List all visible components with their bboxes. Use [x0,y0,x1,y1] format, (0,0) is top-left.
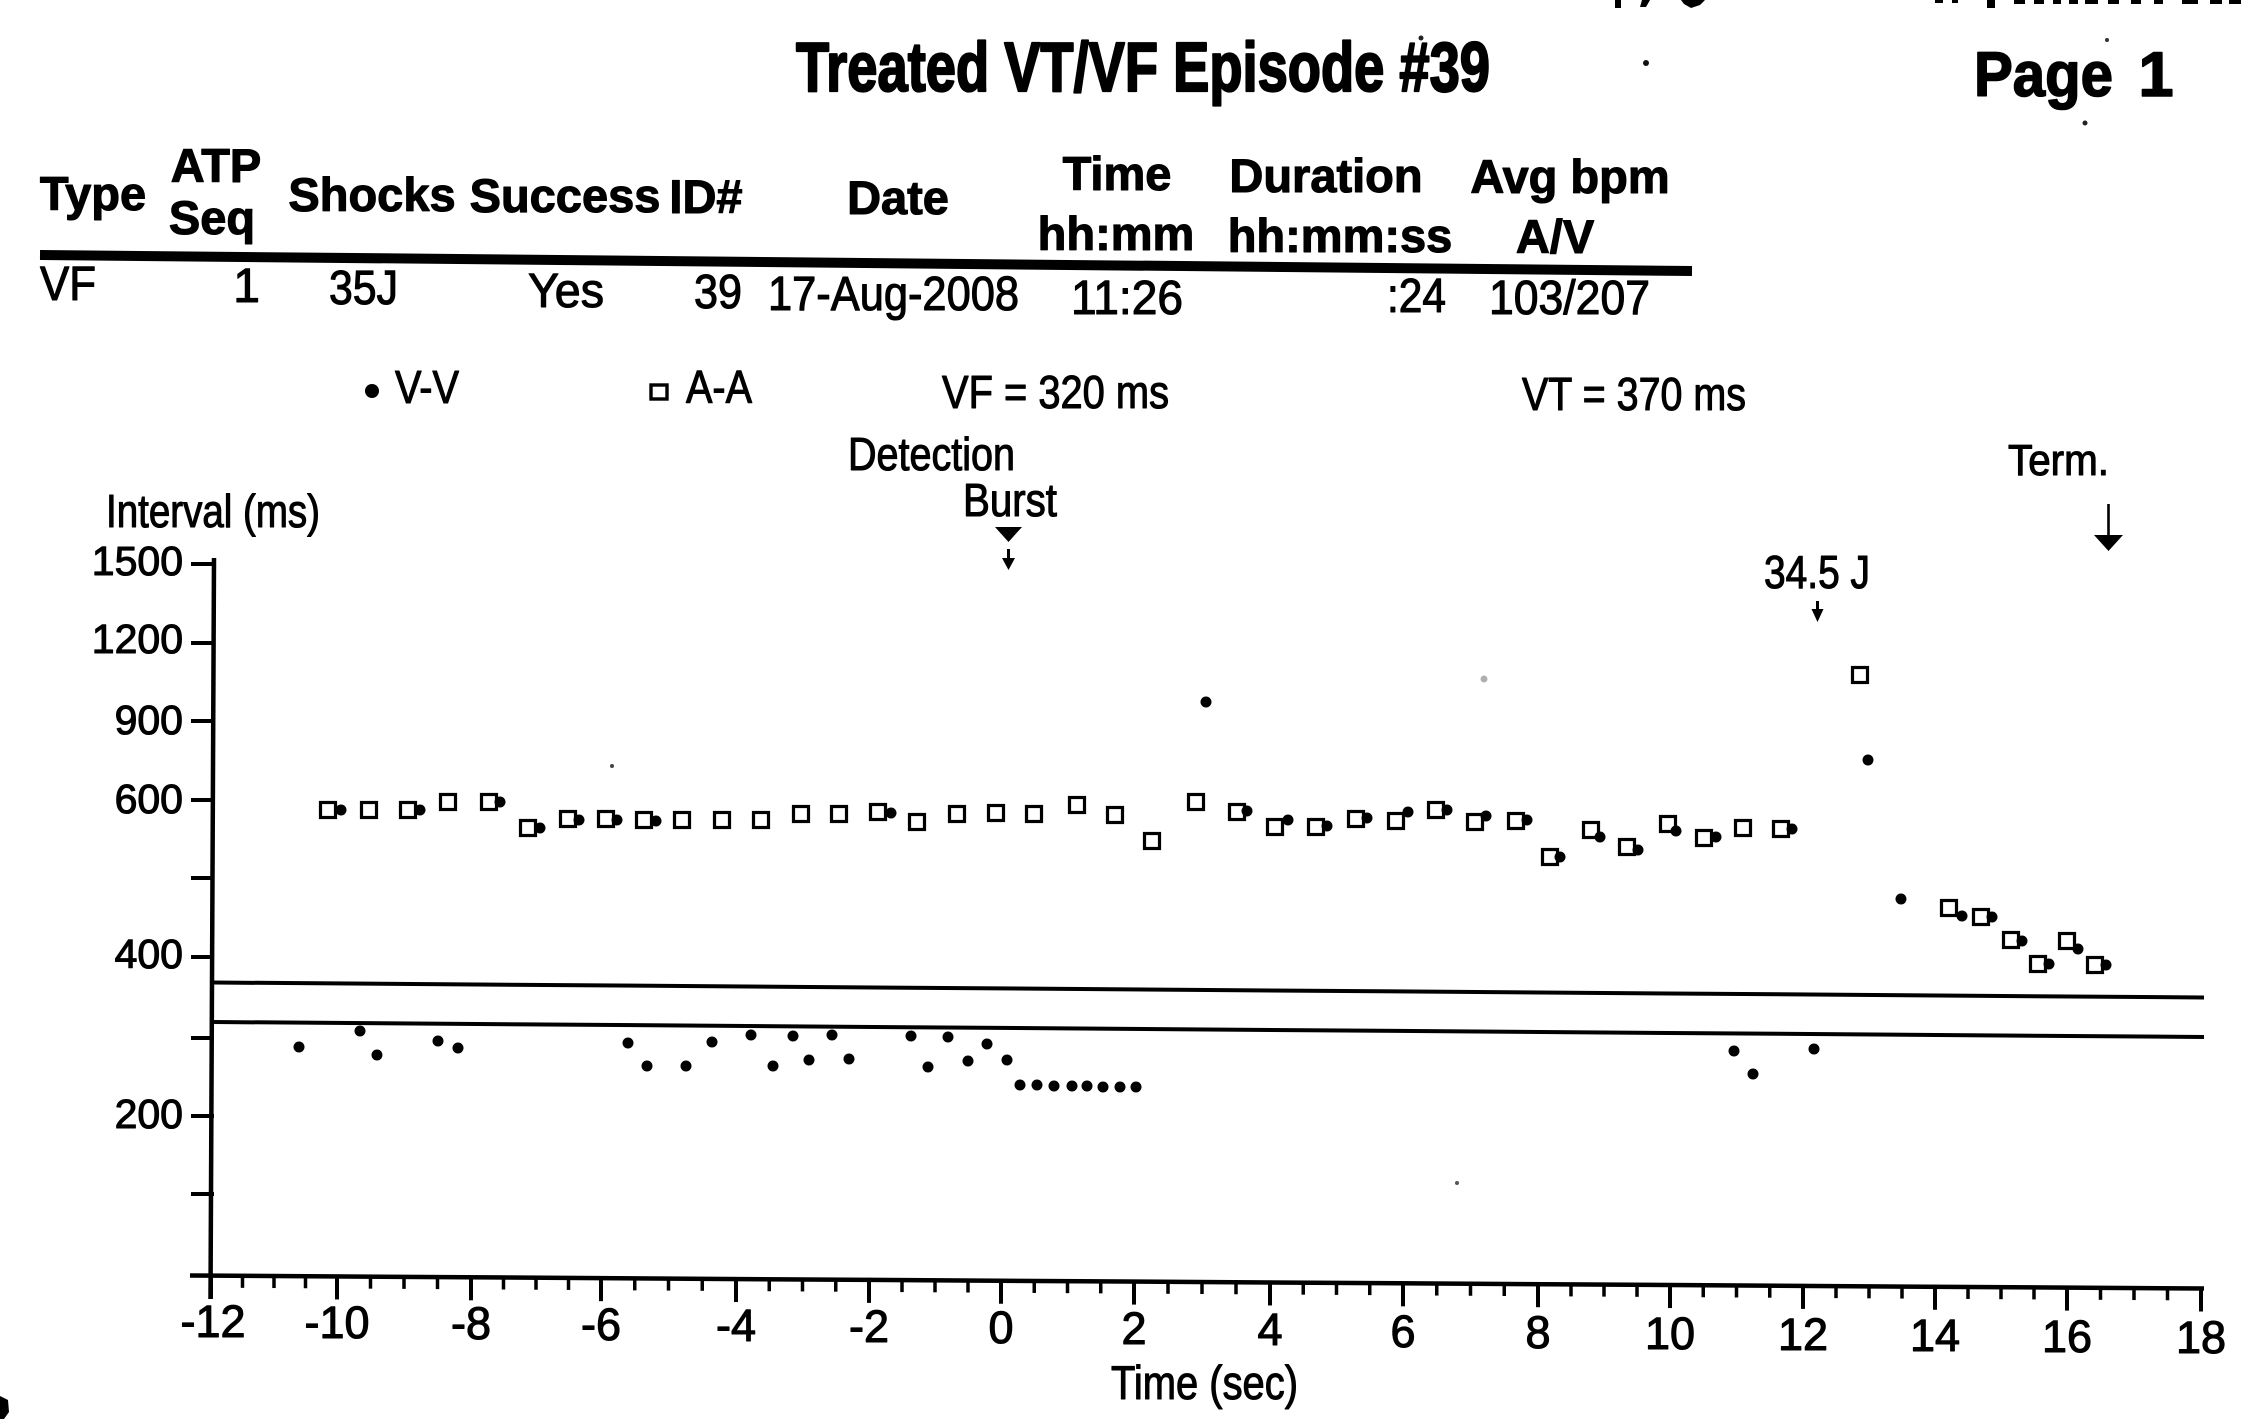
svg-text:1: 1 [233,260,260,313]
svg-text:600: 600 [115,776,183,822]
svg-text:Treated VT/VF Episode #39: Treated VT/VF Episode #39 [796,28,1490,106]
svg-text:1: 1 [2138,40,2173,110]
svg-text:Time (sec): Time (sec) [1111,1356,1298,1409]
svg-text:200: 200 [115,1091,183,1137]
svg-text:-6: -6 [581,1299,621,1350]
svg-text:hh:mm:ss: hh:mm:ss [1228,209,1453,262]
svg-text:ID#: ID# [669,170,742,223]
svg-text:900: 900 [115,697,183,743]
svg-text:-4: -4 [716,1300,756,1351]
svg-text:Term.: Term. [2008,436,2109,485]
svg-text:VT = 370 ms: VT = 370 ms [1522,368,1746,420]
svg-text:Page: Page [1974,40,2113,110]
svg-text:Success: Success [470,169,661,222]
svg-text:8: 8 [1525,1307,1550,1358]
svg-text:4: 4 [1257,1304,1282,1355]
svg-text:Date: Date [847,171,949,224]
svg-text:VF = 320 ms: VF = 320 ms [942,366,1169,418]
svg-text:39: 39 [694,266,742,319]
svg-text:10: 10 [1645,1308,1695,1359]
svg-text:2: 2 [1121,1303,1146,1354]
svg-text:Interval (ms): Interval (ms) [106,485,320,537]
svg-text:V-V: V-V [395,361,459,413]
svg-text:Shocks: Shocks [288,168,455,221]
svg-text:6: 6 [1390,1306,1415,1357]
svg-text:ATP: ATP [171,139,262,192]
svg-text:400: 400 [115,931,183,977]
svg-text:A-A: A-A [686,361,752,413]
svg-text:17-Aug-2008: 17-Aug-2008 [768,268,1019,321]
svg-text:0: 0 [988,1302,1013,1353]
svg-text:34.5 J: 34.5 J [1764,546,1870,598]
svg-text:Detection: Detection [848,428,1015,480]
svg-text::24: :24 [1387,270,1446,323]
svg-text:-8: -8 [451,1298,491,1349]
svg-text:14: 14 [1910,1310,1960,1361]
svg-text:Seq: Seq [169,191,255,244]
svg-text:hh:mm: hh:mm [1038,207,1195,260]
svg-text:18: 18 [2176,1312,2226,1363]
svg-text:16: 16 [2042,1311,2092,1362]
svg-text:12: 12 [1778,1309,1828,1360]
svg-text:Time: Time [1063,147,1172,200]
svg-text:-10: -10 [304,1297,369,1348]
svg-text:-12: -12 [180,1296,245,1347]
svg-text:VF: VF [40,258,96,311]
svg-text:Type: Type [40,167,146,220]
svg-text:35J: 35J [329,262,398,315]
svg-text:1200: 1200 [92,616,183,662]
svg-text:11:26: 11:26 [1071,272,1183,325]
svg-text:A/V: A/V [1516,210,1595,263]
svg-text:Avg bpm: Avg bpm [1470,150,1669,203]
svg-text:Yes: Yes [528,265,604,318]
svg-text:1500: 1500 [92,538,183,584]
svg-text:-2: -2 [849,1301,889,1352]
svg-text:Duration: Duration [1229,149,1422,202]
svg-text:103/207: 103/207 [1489,272,1650,325]
svg-text:Burst: Burst [963,474,1057,526]
